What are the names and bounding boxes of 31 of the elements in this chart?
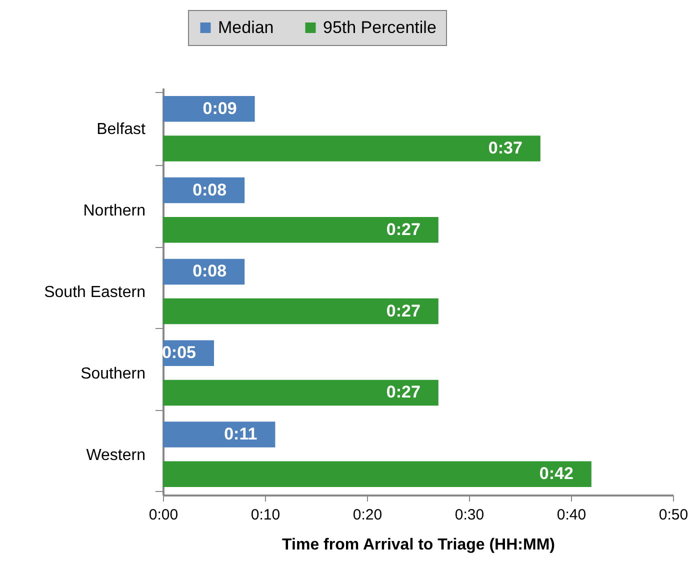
bar — [163, 136, 540, 162]
x-tick-label: 0:40 — [556, 506, 586, 524]
y-tick-label: Belfast — [96, 121, 146, 138]
bar — [163, 380, 438, 406]
data-label: 0:05 — [162, 343, 196, 362]
y-tick-label: Southern — [80, 365, 146, 382]
data-label: 0:11 — [224, 424, 258, 444]
legend-label: 95th Percentile — [323, 18, 436, 37]
y-tick-label: Northern — [83, 202, 146, 220]
data-label: 0:27 — [386, 220, 420, 239]
bar — [163, 96, 255, 122]
bar — [163, 217, 438, 243]
bar — [163, 298, 438, 324]
data-label: 0:42 — [539, 464, 574, 484]
data-label: 0:09 — [202, 98, 237, 118]
x-tick-label: 0:10 — [250, 506, 280, 524]
x-tick-label: 0:30 — [454, 506, 484, 524]
x-tick-label: 0:50 — [658, 506, 688, 524]
x-tick-label: 0:00 — [148, 506, 178, 524]
data-label: 0:37 — [488, 138, 522, 158]
data-label: 0:27 — [386, 301, 420, 320]
bar — [163, 461, 592, 487]
data-label: 0:27 — [386, 382, 420, 402]
data-label: 0:08 — [192, 180, 227, 200]
legend-label: Median — [218, 18, 274, 37]
bar — [163, 422, 276, 448]
y-tick-label: Western — [86, 446, 146, 464]
y-tick-label: South Eastern — [44, 284, 146, 301]
x-tick-label: 0:20 — [352, 506, 382, 524]
data-label: 0:08 — [192, 262, 227, 281]
x-axis-title: Time from Arrival to Triage (HH:MM) — [282, 536, 555, 554]
